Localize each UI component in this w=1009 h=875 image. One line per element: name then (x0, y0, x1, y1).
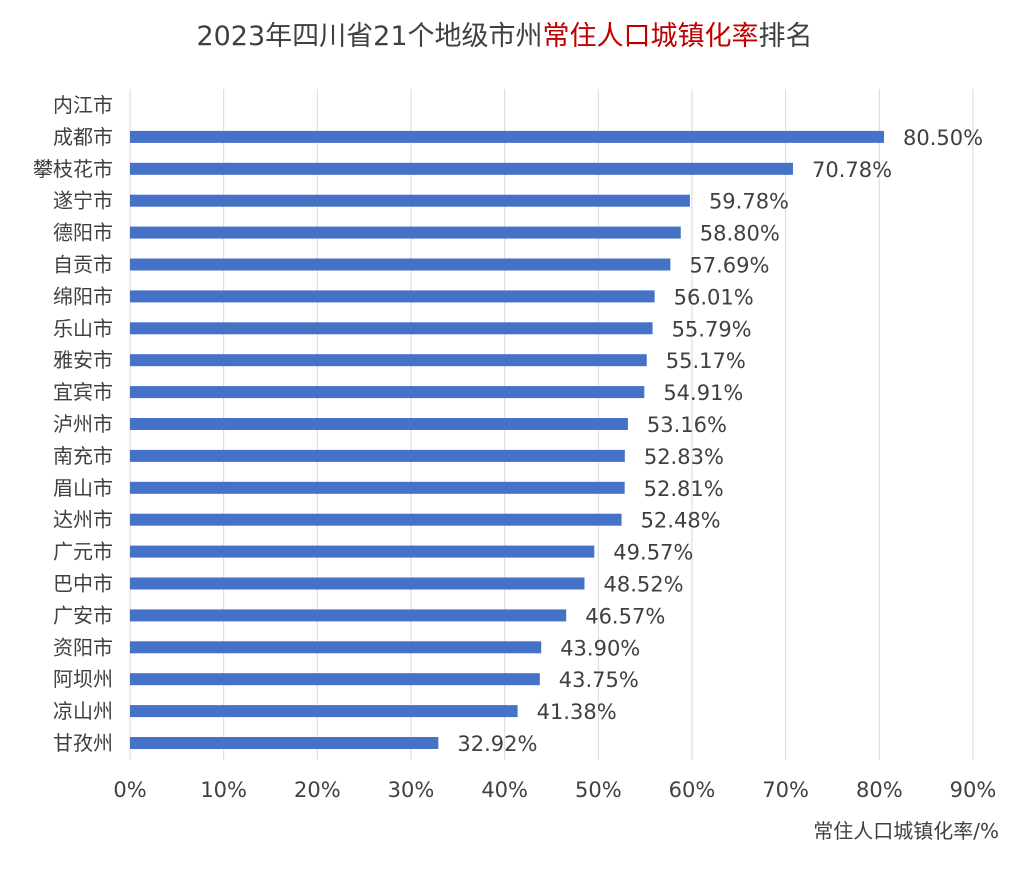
data-label: 70.78% (812, 158, 892, 182)
data-label: 32.92% (457, 732, 537, 756)
category-label: 眉山市 (53, 476, 113, 500)
category-label: 南充市 (53, 444, 113, 468)
x-tick-label: 90% (950, 778, 997, 802)
title-highlight: 常住人口城镇化率 (542, 21, 759, 52)
category-labels: 内江市成都市攀枝花市遂宁市德阳市自贡市绵阳市乐山市雅安市宜宾市泸州市南充市眉山市… (33, 93, 113, 755)
x-tick-label: 10% (200, 778, 247, 802)
data-label: 55.17% (666, 349, 746, 373)
bar (130, 449, 625, 462)
x-tick-labels: 0% 10% 20% 30% 40% 50% 60% 70% 80% 90% (113, 778, 996, 802)
category-label: 内江市 (53, 93, 113, 117)
bar (130, 258, 671, 271)
x-tick-label: 60% (669, 778, 716, 802)
data-label: 46.57% (585, 604, 665, 628)
category-label: 资阳市 (53, 635, 113, 659)
data-label: 41.38% (537, 700, 617, 724)
category-label: 广元市 (53, 540, 113, 564)
bar (130, 130, 885, 143)
category-label: 达州市 (53, 508, 113, 532)
bar (130, 705, 518, 718)
data-label: 59.78% (709, 190, 789, 214)
category-label: 泸州市 (53, 412, 113, 436)
x-tick-label: 40% (481, 778, 528, 802)
bar (130, 194, 690, 207)
title-suffix: 排名 (758, 21, 813, 52)
bar (130, 577, 585, 590)
bar (130, 322, 653, 335)
data-label: 56.01% (674, 285, 754, 309)
category-label: 雅安市 (53, 348, 113, 372)
title-prefix: 2023年四川省21个地级市州 (196, 21, 543, 52)
category-label: 阿坝州 (53, 667, 113, 691)
data-label: 80.50% (903, 126, 983, 150)
bar (130, 673, 540, 686)
bar (130, 354, 647, 367)
data-label: 48.52% (603, 573, 683, 597)
category-label: 广安市 (53, 603, 113, 627)
category-label: 成都市 (53, 125, 113, 149)
bar (130, 545, 595, 558)
data-label: 43.75% (559, 668, 639, 692)
data-label: 55.79% (672, 317, 752, 341)
data-label: 49.57% (613, 541, 693, 565)
data-label: 53.16% (647, 413, 727, 437)
category-label: 宜宾市 (53, 380, 113, 404)
bar (130, 226, 681, 239)
bar (130, 737, 439, 749)
bar (130, 418, 628, 430)
bar (130, 386, 645, 399)
data-label: 52.48% (641, 509, 721, 533)
category-label: 乐山市 (53, 316, 113, 340)
x-tick-label: 50% (575, 778, 622, 802)
data-label: 52.81% (644, 477, 724, 501)
x-tick-label: 80% (856, 778, 903, 802)
data-label: 52.83% (644, 445, 724, 469)
data-label: 58.80% (700, 222, 780, 246)
category-label: 甘孜州 (53, 731, 113, 755)
data-label: 43.90% (560, 636, 640, 660)
bar (130, 641, 542, 654)
bar (130, 481, 625, 494)
x-axis-label: 常住人口城镇化率/% (813, 819, 999, 843)
bars (130, 130, 885, 749)
data-label: 57.69% (689, 254, 769, 278)
x-tick-label: 0% (113, 778, 146, 802)
x-tick-label: 70% (762, 778, 809, 802)
bar (130, 290, 655, 303)
bar (130, 609, 567, 622)
category-label: 遂宁市 (53, 189, 113, 213)
category-label: 自贡市 (53, 253, 113, 277)
category-label: 攀枝花市 (33, 157, 113, 181)
category-label: 巴中市 (53, 572, 113, 596)
x-tick-label: 30% (388, 778, 435, 802)
chart-title: 2023年四川省21个地级市州常住人口城镇化率排名 (0, 14, 1009, 53)
data-labels: 80.50% 70.78% 59.78% 58.80% 57.69% 56.01% 55.7… (457, 126, 983, 756)
category-label: 德阳市 (53, 221, 113, 245)
data-label: 54.91% (663, 381, 743, 405)
bar (130, 162, 793, 175)
bar (130, 513, 622, 526)
x-tick-label: 20% (294, 778, 341, 802)
category-label: 绵阳市 (53, 284, 113, 308)
category-label: 凉山州 (53, 699, 113, 723)
